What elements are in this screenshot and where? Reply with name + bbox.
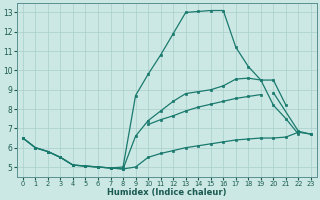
X-axis label: Humidex (Indice chaleur): Humidex (Indice chaleur) (107, 188, 227, 197)
